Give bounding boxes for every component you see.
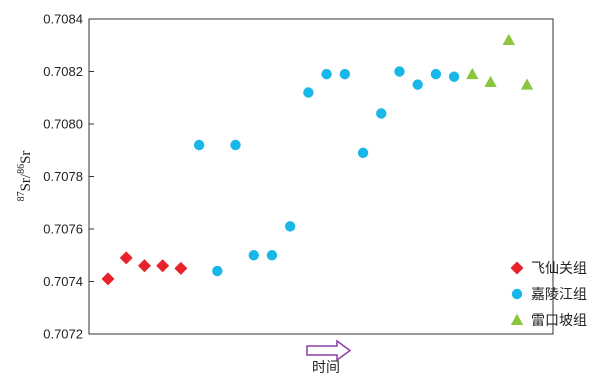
data-point-triangle (520, 78, 534, 90)
y-tick-label: 0.7072 (43, 327, 83, 342)
data-point-circle (230, 139, 241, 151)
legend-label: 飞仙关组 (531, 261, 587, 277)
y-axis-title: 87Sr/86Sr (16, 151, 34, 202)
data-point-circle (430, 68, 442, 80)
data-point-diamond (119, 251, 133, 265)
data-point-circle (412, 79, 423, 90)
y-tick-label: 0.7080 (43, 117, 83, 132)
time-arrow-icon (306, 339, 352, 362)
data-point-circle (339, 68, 351, 80)
axes: 0.7072 0.7074 0.7076 0.7078 0.7080 0.7082 0.70… (43, 12, 554, 342)
legend-marker-triangle (510, 313, 524, 325)
y-tick-label: 0.7078 (43, 169, 83, 184)
data-point-circle (212, 265, 223, 277)
data-point-circle (303, 87, 314, 98)
data-point-triangle (502, 33, 515, 45)
data-point-circle (321, 68, 332, 80)
data-point-triangle (484, 75, 497, 87)
data-point-circle (284, 221, 296, 232)
y-tick-label: 0.7076 (43, 222, 83, 237)
y-tick-label: 0.7082 (43, 64, 83, 79)
data-point-triangle (466, 67, 479, 80)
data-point-circle (266, 250, 278, 261)
y-tick-label: 0.7084 (43, 12, 83, 27)
legend-marker-diamond (510, 261, 524, 275)
data-point-diamond (156, 259, 170, 273)
y-tick-label: 0.7074 (43, 274, 83, 289)
plot-frame (88, 18, 554, 335)
data-point-diamond (174, 261, 188, 275)
legend-marker-circle (511, 288, 523, 300)
data-point-circle (394, 66, 405, 77)
x-axis-title-group: 时间 (306, 339, 352, 374)
x-axis-title: 时间 (312, 360, 340, 374)
data-point-diamond (137, 259, 151, 273)
data-point-circle (248, 250, 259, 261)
data-points (101, 33, 534, 286)
data-point-circle (376, 108, 387, 119)
data-point-circle (193, 139, 205, 151)
data-point-circle (448, 71, 460, 82)
data-point-diamond (101, 272, 115, 286)
data-point-circle (357, 147, 369, 159)
legend-label: 嘉陵江组 (531, 287, 587, 303)
legend-label: 雷口坡组 (531, 313, 587, 329)
